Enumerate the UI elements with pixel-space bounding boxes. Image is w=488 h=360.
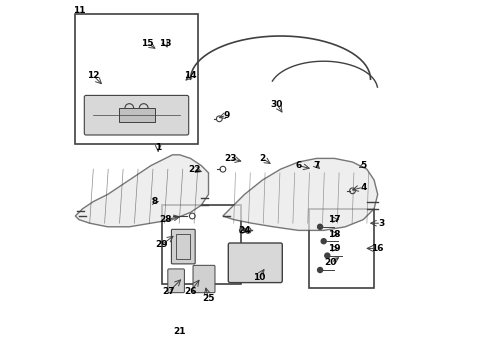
Text: 3: 3 [377, 219, 384, 228]
FancyBboxPatch shape [84, 95, 188, 135]
Text: 22: 22 [187, 165, 200, 174]
Text: 10: 10 [252, 273, 264, 282]
FancyBboxPatch shape [171, 229, 195, 264]
Text: 12: 12 [87, 71, 100, 80]
Text: 8: 8 [151, 197, 157, 206]
Text: 9: 9 [223, 111, 229, 120]
Text: 18: 18 [327, 230, 340, 239]
Text: 11: 11 [73, 6, 85, 15]
Text: 13: 13 [159, 39, 171, 48]
FancyBboxPatch shape [167, 269, 184, 293]
Text: 30: 30 [270, 100, 283, 109]
Text: 1: 1 [155, 143, 161, 152]
Circle shape [317, 267, 322, 273]
Text: 17: 17 [327, 215, 340, 224]
Text: 5: 5 [360, 161, 366, 170]
FancyBboxPatch shape [193, 265, 215, 293]
Text: 28: 28 [159, 215, 171, 224]
Text: 26: 26 [184, 287, 196, 296]
Circle shape [317, 224, 322, 229]
Text: 15: 15 [141, 39, 153, 48]
Text: 19: 19 [327, 244, 340, 253]
Text: 21: 21 [173, 327, 185, 336]
Circle shape [321, 239, 325, 244]
Text: 16: 16 [371, 244, 383, 253]
Text: 6: 6 [295, 161, 301, 170]
PathPatch shape [223, 158, 377, 230]
PathPatch shape [75, 155, 208, 227]
Text: 29: 29 [155, 240, 168, 249]
Text: 4: 4 [359, 183, 366, 192]
Text: 23: 23 [224, 154, 236, 163]
FancyBboxPatch shape [228, 243, 282, 283]
Text: 20: 20 [324, 258, 336, 267]
Circle shape [324, 253, 329, 258]
Text: 24: 24 [238, 226, 250, 235]
FancyBboxPatch shape [118, 108, 154, 122]
Text: 27: 27 [162, 287, 175, 296]
Text: 2: 2 [259, 154, 265, 163]
Text: 25: 25 [202, 294, 214, 303]
Text: 7: 7 [313, 161, 319, 170]
Text: 14: 14 [184, 71, 196, 80]
